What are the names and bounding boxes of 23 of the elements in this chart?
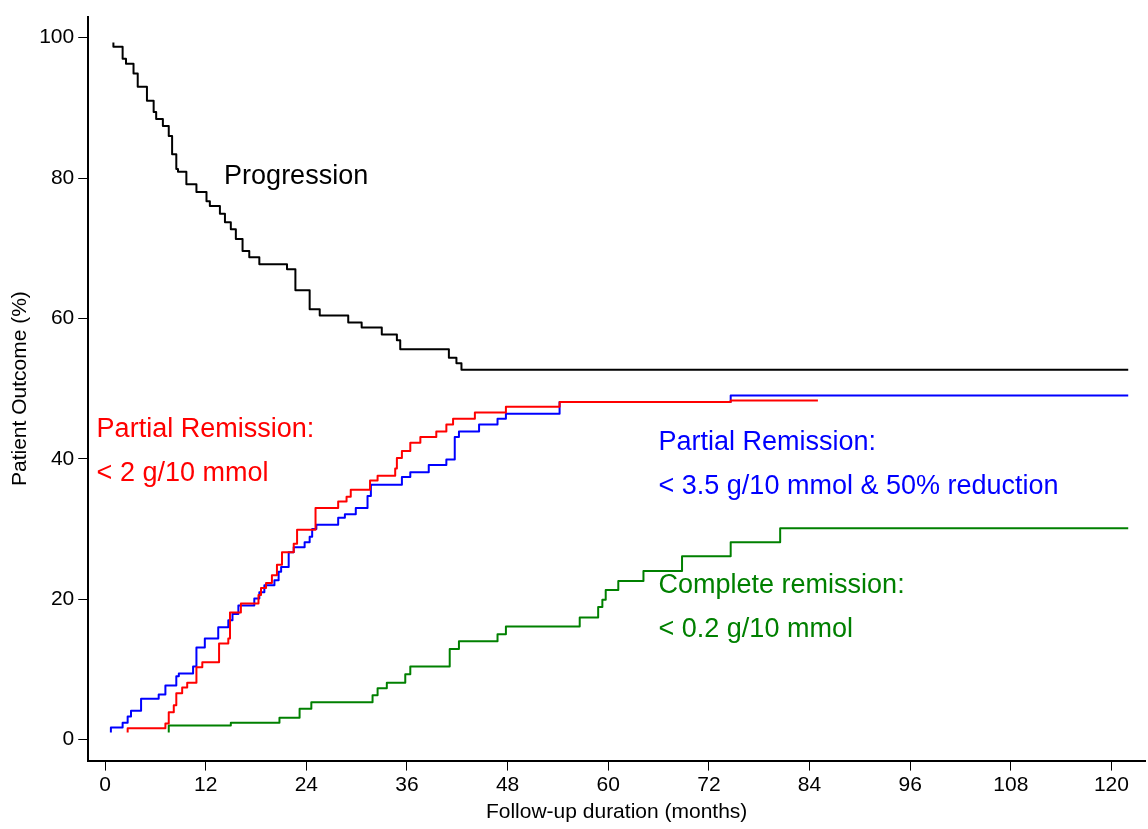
series-label: Partial Remission: < 2 g/10 mmol xyxy=(96,412,315,490)
x-tick-label: 48 xyxy=(495,772,520,795)
x-tick-label: 120 xyxy=(1093,772,1129,795)
x-tick-label: 12 xyxy=(193,772,218,795)
x-tick-label: 0 xyxy=(99,772,111,795)
x-axis-title: Follow-up duration (months) xyxy=(485,799,748,823)
x-tick-label: 84 xyxy=(797,772,822,795)
y-axis-title: Patient Outcome (%) xyxy=(7,291,31,487)
y-tick-label: 100 xyxy=(39,24,75,48)
series-label: Progression xyxy=(224,159,369,193)
x-tick-label: 60 xyxy=(596,772,620,795)
series-label: Partial Remission: < 3.5 g/10 mmol & 50% reduction xyxy=(658,425,1059,503)
y-tick-label: 0 xyxy=(62,726,75,750)
y-tick-label: 60 xyxy=(50,305,75,329)
x-tick-label: 24 xyxy=(294,772,319,795)
y-tick-label: 20 xyxy=(50,585,75,609)
x-tick-label: 108 xyxy=(993,772,1029,795)
y-tick-label: 40 xyxy=(50,445,75,469)
series-label: Complete remission: < 0.2 g/10 mmol xyxy=(658,567,905,645)
x-tick-label: 72 xyxy=(697,772,721,795)
x-tick-label: 36 xyxy=(395,772,419,795)
y-tick-label: 80 xyxy=(50,164,75,188)
x-tick-label: 96 xyxy=(898,772,922,795)
